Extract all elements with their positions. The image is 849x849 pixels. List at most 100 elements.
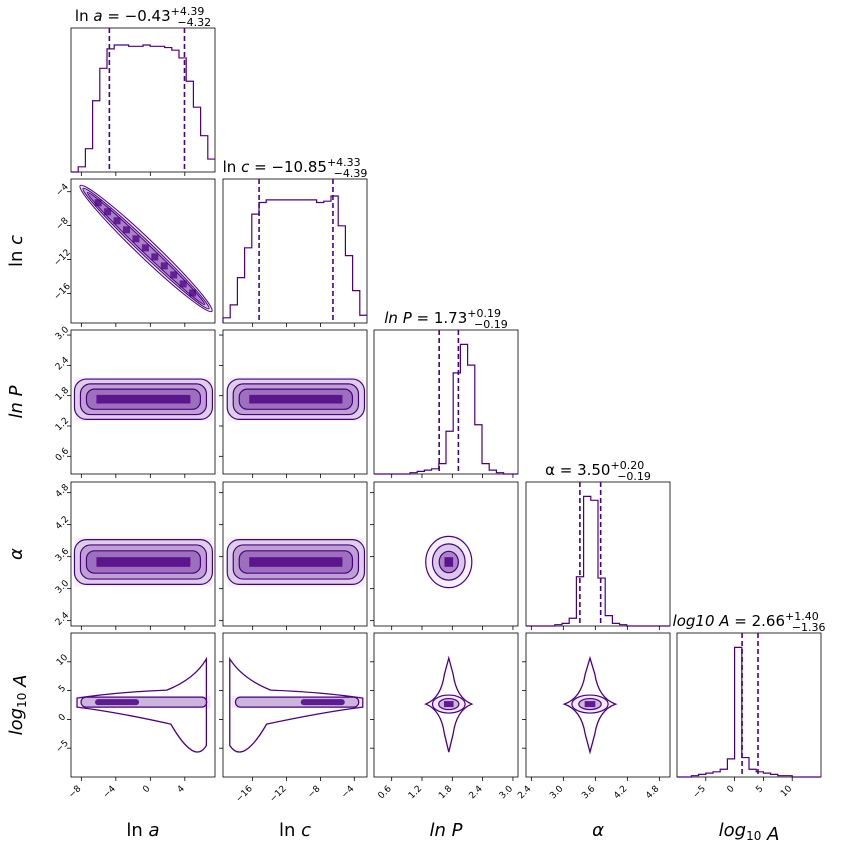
density-cell (104, 208, 112, 216)
x-axis-label-log10_A: log10 A (719, 820, 780, 845)
y-axis-ln_P: 0.6 1.2 1.8 2.4 3.0 ln P (6, 325, 71, 464)
ticks-1-0 (67, 191, 186, 327)
y-axis-log10_A: −5 0 5 10 log10 A (6, 653, 71, 755)
panel-ln_a-vs-ln_c (70, 178, 216, 324)
panel-frame (222, 632, 368, 778)
contour-outer (229, 656, 364, 753)
panel-content (229, 656, 364, 753)
ticks-3-2 (370, 492, 514, 630)
panel-content (76, 656, 211, 753)
x-tick-label: 2.4 (468, 784, 485, 801)
y-tick-label: 3.0 (54, 325, 71, 342)
panel-frame (525, 632, 671, 778)
title-log10_A: log10 A = 2.66+1.40 −1.36 (673, 610, 826, 634)
density-core (249, 557, 343, 567)
x-axis-ln_c: −16 −12 −8 −4 ln c (234, 784, 356, 841)
panel-frame (70, 27, 216, 173)
x-axis-label-ln_a: ln a (126, 820, 159, 841)
contour-outer (423, 655, 474, 753)
x-axis-ln_P: 0.6 1.2 1.8 2.4 3.0 ln P (377, 784, 516, 841)
panel-frame (222, 329, 368, 475)
contour-outer (76, 656, 208, 753)
contour-outer (562, 655, 618, 755)
panel-frame (676, 632, 822, 778)
panel-content (79, 184, 213, 313)
x-tick-label: −8 (67, 784, 84, 801)
density-cell (170, 271, 178, 279)
ticks-2-1 (219, 334, 355, 478)
panel-ln_c-vs-log10_A (222, 632, 368, 778)
ticks-1-1 (252, 323, 355, 327)
density-cell (141, 244, 149, 252)
x-tick-label: 4.8 (644, 784, 661, 801)
x-tick-label: 4.2 (612, 784, 629, 801)
density-core (444, 557, 454, 567)
panel-ln_a-vs-alpha (70, 481, 216, 627)
panel-frame (70, 178, 216, 324)
y-tick-label: 10 (55, 653, 70, 668)
y-tick-label: 0 (57, 712, 68, 723)
panel-frame (70, 632, 216, 778)
panel-content (226, 377, 366, 422)
y-tick-label: 4.2 (54, 515, 71, 532)
panel-hist-ln_c: ln c = −10.85+4.33 −4.39 (222, 156, 368, 324)
x-tick-label: 0 (141, 784, 152, 795)
x-tick-label: 0.6 (377, 784, 394, 801)
title-ln_a: ln a = −0.43+4.39 −4.32 (75, 5, 211, 29)
y-axis-label-alpha: α (6, 548, 27, 560)
panel-hist-alpha: α = 3.50+0.20 −0.19 (525, 459, 671, 627)
density-core (584, 701, 596, 708)
hist-step-ln_c (222, 195, 367, 323)
panel-alpha-vs-log10_A (525, 632, 671, 778)
y-tick-label: 1.8 (54, 385, 71, 402)
panel-hist-ln_P: ln P = 1.73+0.19 −0.19 (373, 307, 519, 475)
panel-hist-log10_A: log10 A = 2.66+1.40 −1.36 (673, 610, 826, 778)
panel-ln_a-vs-log10_A (70, 632, 216, 778)
ticks-3-3 (530, 626, 660, 630)
ticks-2-2 (391, 474, 514, 478)
density-cell (179, 280, 187, 288)
y-tick-label: −5 (54, 739, 70, 755)
panel-content (423, 655, 474, 753)
panel-content (73, 377, 214, 422)
ticks-3-1 (219, 492, 355, 630)
ticks-4-0 (67, 661, 186, 781)
hist-step-log10_A (677, 646, 821, 778)
x-tick-label: −8 (306, 784, 323, 801)
hist-step-ln_P (374, 343, 518, 475)
panel-frame (222, 178, 368, 324)
x-tick-label: 3.0 (498, 784, 515, 801)
x-tick-label: 0 (726, 784, 737, 795)
x-tick-label: 1.2 (407, 784, 424, 801)
y-axis-label-log10_A: log10 A (6, 675, 31, 736)
panel-content (73, 537, 214, 587)
x-tick-label: −4 (340, 784, 357, 801)
x-axis-ln_a: −8 −4 0 4 ln a (67, 784, 187, 841)
density-core (96, 557, 191, 567)
x-tick-label: −12 (268, 784, 289, 805)
hist-step-ln_a (71, 44, 215, 173)
panel-content (226, 537, 366, 587)
panel-frame (373, 329, 519, 475)
density-core (443, 701, 454, 708)
density-core (300, 699, 345, 706)
y-tick-label: 4.8 (54, 482, 71, 499)
y-tick-label: 5 (57, 684, 68, 695)
panel-frame (525, 481, 671, 627)
density-cell (123, 226, 131, 234)
x-axis-label-ln_c: ln c (279, 820, 311, 841)
ticks-2-0 (67, 334, 186, 478)
panel-content (562, 655, 618, 755)
panel-ln_c-vs-ln_P (222, 329, 368, 475)
density-cell (94, 199, 102, 207)
x-tick-label: −5 (691, 784, 707, 800)
panel-ln_P-vs-log10_A (373, 632, 519, 778)
ticks-3-0 (67, 492, 186, 630)
panel-frame (222, 481, 368, 627)
y-axis-label-ln_P: ln P (6, 385, 27, 418)
ticks-4-1 (219, 661, 355, 781)
y-tick-label: −8 (54, 216, 71, 233)
panel-frame (373, 632, 519, 778)
ticks-4-4 (705, 777, 793, 781)
density-cell (189, 289, 197, 297)
